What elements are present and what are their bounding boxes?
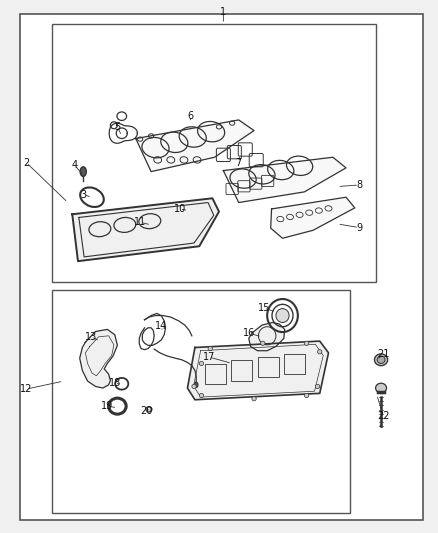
Ellipse shape (148, 408, 150, 410)
Bar (52, 290, 350, 513)
Ellipse shape (208, 346, 212, 351)
Text: 17: 17 (203, 352, 215, 362)
Ellipse shape (318, 350, 322, 354)
Text: 15: 15 (258, 303, 270, 313)
Polygon shape (223, 157, 346, 203)
Text: 6: 6 (187, 111, 194, 120)
Polygon shape (80, 329, 117, 388)
Ellipse shape (194, 382, 198, 387)
Text: 10: 10 (173, 204, 186, 214)
Text: 21: 21 (377, 350, 389, 359)
Text: 4: 4 (71, 160, 78, 170)
Text: 16: 16 (243, 328, 255, 338)
Bar (52, 24, 376, 282)
Polygon shape (72, 198, 219, 261)
Ellipse shape (192, 384, 196, 389)
Text: 11: 11 (134, 217, 146, 227)
Polygon shape (187, 341, 328, 400)
Ellipse shape (377, 356, 385, 364)
Text: 12: 12 (20, 384, 32, 394)
Bar (205, 364, 226, 384)
Ellipse shape (80, 167, 86, 176)
Text: 7: 7 (236, 158, 242, 167)
Text: 19: 19 (101, 401, 113, 411)
Ellipse shape (276, 309, 289, 322)
Text: 8: 8 (356, 180, 362, 190)
Text: 18: 18 (109, 378, 121, 387)
Text: 13: 13 (85, 332, 97, 342)
Text: 22: 22 (377, 411, 389, 421)
Ellipse shape (304, 393, 309, 398)
Ellipse shape (261, 341, 265, 345)
Polygon shape (136, 120, 254, 172)
Text: 5: 5 (114, 122, 120, 132)
Text: 20: 20 (141, 407, 153, 416)
Ellipse shape (252, 397, 256, 401)
Ellipse shape (375, 383, 387, 393)
Ellipse shape (199, 393, 204, 398)
Text: 9: 9 (356, 223, 362, 232)
Text: 14: 14 (155, 321, 167, 331)
Text: 1: 1 (220, 7, 226, 17)
Ellipse shape (374, 354, 388, 366)
Text: 2: 2 (23, 158, 29, 167)
Ellipse shape (199, 361, 204, 366)
Ellipse shape (315, 384, 320, 389)
Polygon shape (249, 322, 285, 351)
Text: 3: 3 (80, 190, 86, 199)
Bar (258, 357, 279, 377)
Polygon shape (271, 197, 355, 238)
Bar (284, 354, 305, 374)
Ellipse shape (146, 407, 152, 412)
Bar (231, 360, 252, 381)
Ellipse shape (304, 341, 309, 345)
